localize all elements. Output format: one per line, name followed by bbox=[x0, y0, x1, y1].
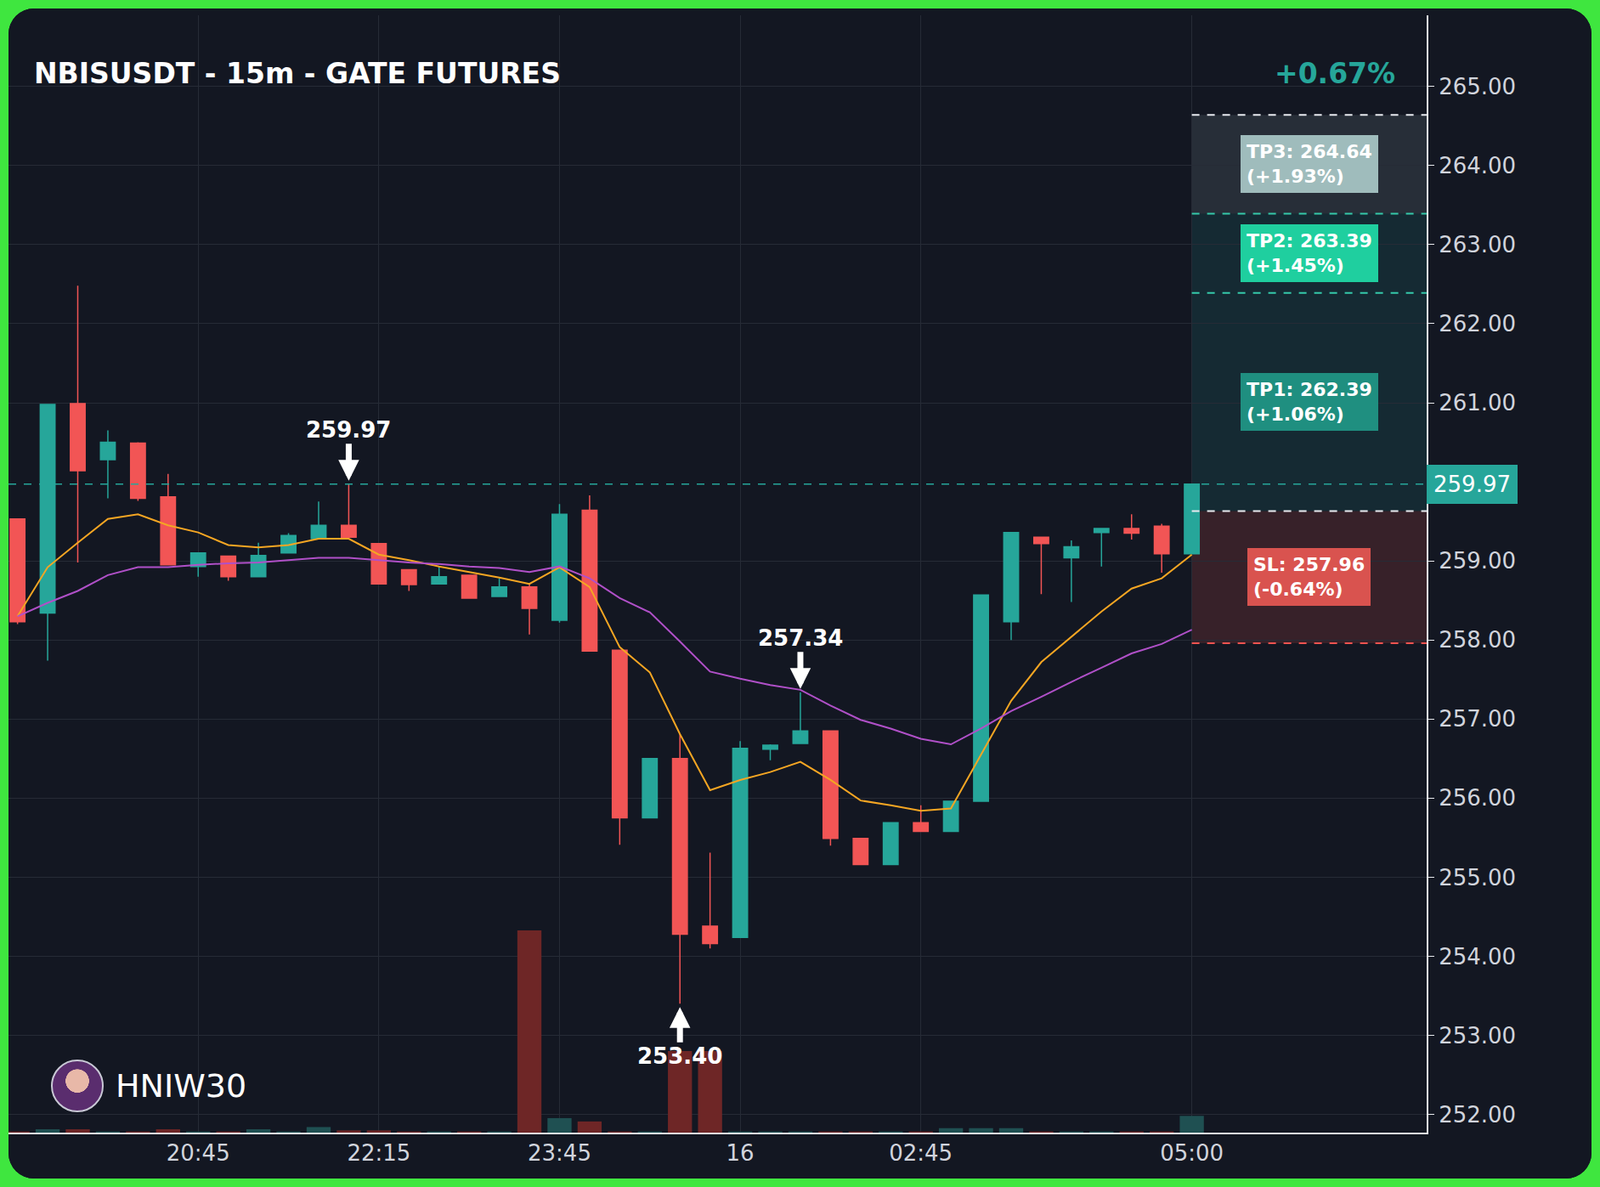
svg-text:258.00: 258.00 bbox=[1438, 627, 1516, 653]
svg-text:23:45: 23:45 bbox=[527, 1140, 592, 1166]
svg-text:02:45: 02:45 bbox=[888, 1140, 953, 1166]
svg-text:NBISUSDT - 15m - GATE FUTURES: NBISUSDT - 15m - GATE FUTURES bbox=[33, 56, 561, 91]
svg-text:+0.67%: +0.67% bbox=[1274, 56, 1396, 91]
svg-text:259.00: 259.00 bbox=[1438, 548, 1516, 574]
svg-text:259.97: 259.97 bbox=[305, 417, 391, 443]
svg-text:HNIW30: HNIW30 bbox=[115, 1067, 247, 1105]
svg-text:05:00: 05:00 bbox=[1159, 1140, 1224, 1166]
svg-text:259.97: 259.97 bbox=[1433, 471, 1511, 498]
svg-text:TP2: 263.39(+1.45%): TP2: 263.39(+1.45%) bbox=[1246, 230, 1373, 277]
svg-text:252.00: 252.00 bbox=[1438, 1102, 1516, 1128]
svg-text:TP1: 262.39(+1.06%): TP1: 262.39(+1.06%) bbox=[1246, 378, 1373, 425]
svg-text:264.00: 264.00 bbox=[1438, 152, 1516, 179]
svg-text:263.00: 263.00 bbox=[1438, 231, 1516, 258]
svg-text:20:45: 20:45 bbox=[166, 1140, 231, 1166]
svg-text:16: 16 bbox=[726, 1140, 755, 1166]
svg-text:253.00: 253.00 bbox=[1438, 1023, 1516, 1049]
svg-text:SL: 257.96(-0.64%): SL: 257.96(-0.64%) bbox=[1253, 554, 1365, 600]
svg-text:255.00: 255.00 bbox=[1438, 865, 1516, 891]
svg-text:261.00: 261.00 bbox=[1438, 390, 1516, 416]
svg-text:256.00: 256.00 bbox=[1438, 785, 1516, 811]
svg-text:254.00: 254.00 bbox=[1438, 944, 1516, 970]
svg-text:22:15: 22:15 bbox=[346, 1140, 411, 1166]
svg-text:262.00: 262.00 bbox=[1438, 310, 1516, 337]
svg-text:257.00: 257.00 bbox=[1438, 706, 1516, 732]
svg-text:TP3: 264.64(+1.93%): TP3: 264.64(+1.93%) bbox=[1246, 141, 1373, 187]
svg-text:257.34: 257.34 bbox=[757, 625, 843, 651]
svg-text:253.40: 253.40 bbox=[637, 1043, 723, 1069]
svg-text:265.00: 265.00 bbox=[1438, 73, 1516, 100]
